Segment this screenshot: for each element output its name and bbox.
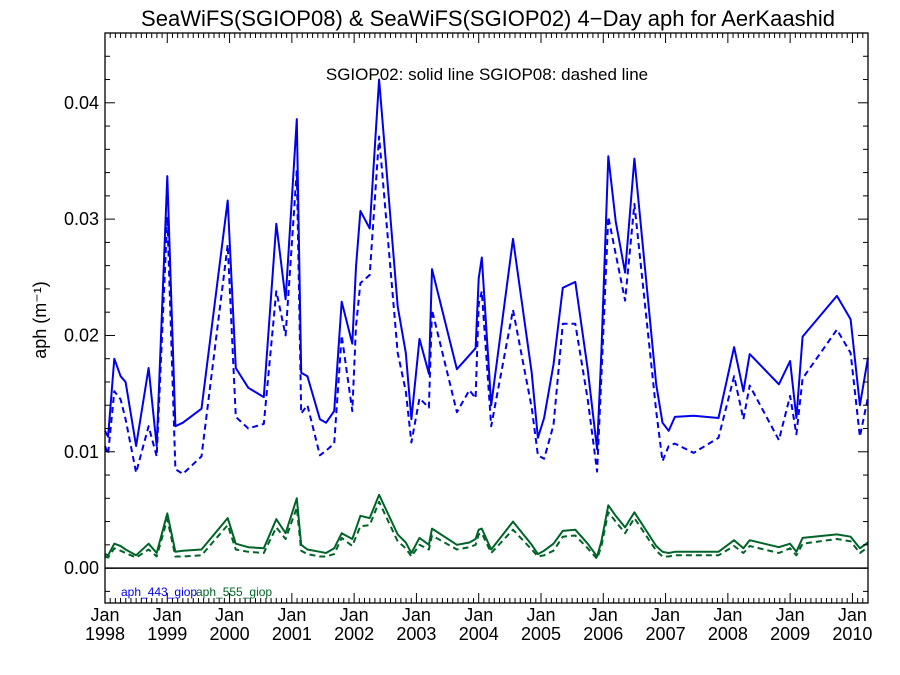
y-tick-label: 0.00 bbox=[64, 558, 99, 578]
series-line-aph-555-giop-sgiop08 bbox=[104, 500, 869, 560]
x-tick-label-year: 2005 bbox=[521, 624, 561, 644]
x-tick-label-year: 1998 bbox=[85, 624, 125, 644]
line-style-annotation: SGIOP02: solid line SGIOP08: dashed line bbox=[326, 65, 648, 84]
series-line-aph-443-giop-sgiop02 bbox=[104, 78, 869, 451]
legend-entry-aph-443-giop: aph_443_giop bbox=[121, 585, 197, 599]
x-tick-label-month: Jan bbox=[340, 605, 369, 625]
series-layer bbox=[104, 78, 869, 560]
axes-layer bbox=[104, 32, 869, 604]
x-tick-label-month: Jan bbox=[464, 605, 493, 625]
y-tick-label: 0.03 bbox=[64, 209, 99, 229]
x-tick-label-year: 2009 bbox=[770, 624, 810, 644]
legend-entry-aph-555-giop: aph_555_giop bbox=[196, 585, 272, 599]
x-tick-label-year: 2008 bbox=[708, 624, 748, 644]
x-tick-label-month: Jan bbox=[838, 605, 867, 625]
x-tick-label-month: Jan bbox=[277, 605, 306, 625]
x-tick-label-month: Jan bbox=[526, 605, 555, 625]
y-tick-label: 0.02 bbox=[64, 325, 99, 345]
x-tick-label-year: 1999 bbox=[147, 624, 187, 644]
x-tick-label-month: Jan bbox=[402, 605, 431, 625]
x-tick-label-month: Jan bbox=[713, 605, 742, 625]
y-tick-label: 0.01 bbox=[64, 442, 99, 462]
ticks-layer: 0.000.010.020.030.04Jan1998Jan1999Jan200… bbox=[64, 32, 872, 644]
plot-frame bbox=[104, 32, 869, 604]
x-tick-label-month: Jan bbox=[215, 605, 244, 625]
x-tick-label-year: 2002 bbox=[334, 624, 374, 644]
x-tick-label-year: 2006 bbox=[583, 624, 623, 644]
y-axis-label: aph (m⁻¹) bbox=[30, 281, 50, 359]
x-tick-label-year: 2004 bbox=[459, 624, 499, 644]
x-tick-label-month: Jan bbox=[90, 605, 119, 625]
x-tick-label-year: 2000 bbox=[210, 624, 250, 644]
x-tick-label-year: 2007 bbox=[646, 624, 686, 644]
chart-title: SeaWiFS(SGIOP08) & SeaWiFS(SGIOP02) 4−Da… bbox=[141, 6, 835, 31]
x-tick-label-year: 2010 bbox=[832, 624, 872, 644]
x-tick-label-month: Jan bbox=[589, 605, 618, 625]
x-tick-label-year: 2001 bbox=[272, 624, 312, 644]
x-tick-label-month: Jan bbox=[651, 605, 680, 625]
y-tick-label: 0.04 bbox=[64, 93, 99, 113]
x-tick-label-month: Jan bbox=[153, 605, 182, 625]
series-line-aph-555-giop-sgiop02 bbox=[104, 493, 869, 558]
x-tick-label-year: 2003 bbox=[396, 624, 436, 644]
x-tick-label-month: Jan bbox=[776, 605, 805, 625]
series-line-aph-443-giop-sgiop08 bbox=[104, 135, 869, 475]
